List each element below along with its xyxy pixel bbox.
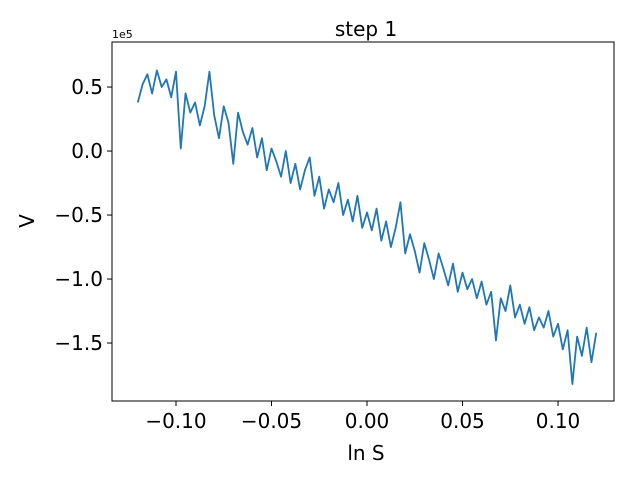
data-line: [136, 69, 598, 385]
x-tick-label: 0.05: [440, 409, 485, 433]
x-axis-label: ln S: [347, 441, 384, 465]
y-tick-label: −1.0: [54, 267, 103, 291]
axes-frame: [111, 41, 615, 402]
y-offset-label: 1e5: [112, 28, 133, 41]
x-tick-label: 0.10: [536, 409, 581, 433]
x-tick-label: −0.10: [145, 409, 206, 433]
y-tick-label: −1.5: [54, 331, 103, 355]
y-tick-label: 0.5: [71, 75, 103, 99]
x-tick-label: −0.05: [241, 409, 302, 433]
x-tick-label: 0.00: [345, 409, 390, 433]
y-tick-label: 0.0: [71, 139, 103, 163]
chart-title: step 1: [335, 17, 397, 41]
y-tick-label: −0.5: [54, 203, 103, 227]
y-axis-label: V: [15, 214, 39, 228]
